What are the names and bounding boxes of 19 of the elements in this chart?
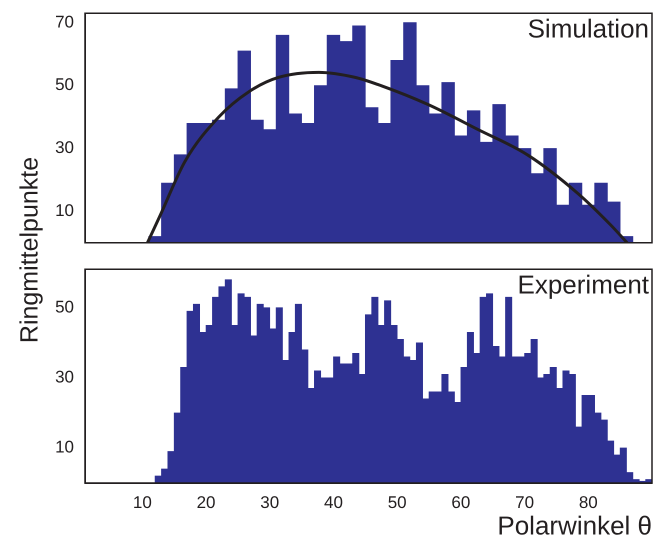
y-tick-label: 70 [55, 12, 74, 32]
y-tick-label: 30 [55, 368, 74, 387]
x-tick-label: 10 [132, 492, 152, 512]
y-axis-title: Ringmittelpunkte [16, 156, 44, 344]
y-tick-label: 10 [55, 438, 74, 457]
y-tick-label: 50 [55, 297, 74, 316]
y-tick-label: 10 [55, 201, 74, 220]
x-tick-label: 40 [324, 492, 343, 512]
x-tick-label: 80 [578, 492, 598, 512]
x-tick-label: 70 [515, 492, 534, 512]
annotation: Simulation [528, 13, 649, 44]
annotation: Experiment [518, 269, 650, 300]
y-tick-label: 30 [55, 138, 74, 158]
x-tick-label: 30 [260, 492, 280, 512]
x-tick-label: 60 [451, 492, 470, 512]
y-tick-label: 50 [55, 75, 74, 94]
x-axis-title: Polarwinkel θ [497, 510, 652, 541]
x-tick-label: 20 [196, 492, 216, 512]
x-tick-label: 50 [388, 492, 407, 512]
